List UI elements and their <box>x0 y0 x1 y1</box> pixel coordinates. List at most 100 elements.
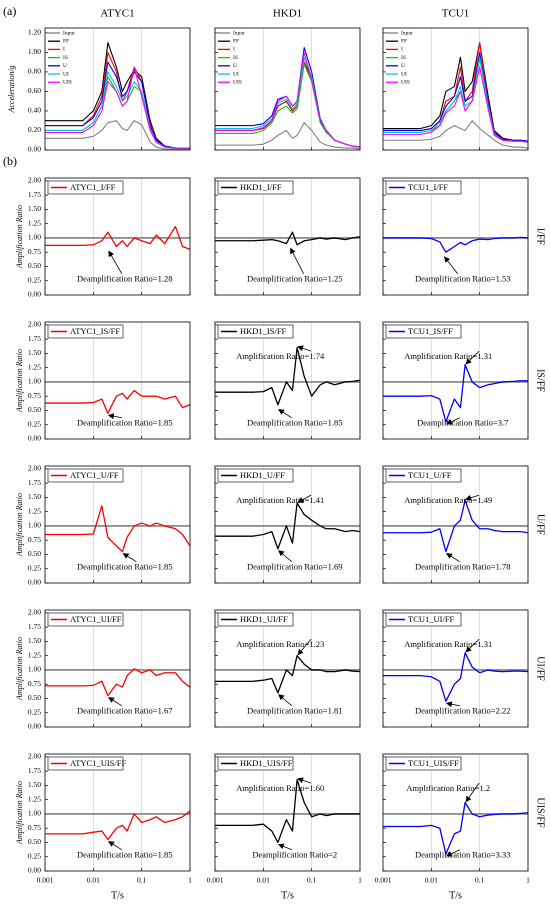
plot-frame <box>214 609 361 728</box>
annotation: Deamplification Ratio=1.67 <box>77 706 172 716</box>
y-tick-label: 0.75 <box>28 391 41 400</box>
legend-label: UI <box>63 71 69 77</box>
series-line <box>45 66 190 149</box>
legend-box <box>217 468 294 483</box>
plot-area <box>215 28 360 150</box>
plot-area <box>45 754 190 871</box>
annotation-arrow <box>122 553 137 563</box>
legend-label: IS <box>233 55 238 61</box>
series-line <box>383 42 529 142</box>
y-tick-label: 2.00 <box>28 176 41 185</box>
annotation: Amplification Ratio=1.60 <box>236 783 324 793</box>
plot-area <box>45 466 190 583</box>
y-tick-label: 1.00 <box>28 809 41 818</box>
y-axis-label: Amplification Ratio <box>15 349 24 413</box>
annotation-arrow <box>445 417 461 425</box>
y-tick-label: 1.20 <box>28 28 41 37</box>
legend-label: FF <box>233 38 239 44</box>
legend-label: TCU1_UIS/FF <box>408 758 459 768</box>
annotation: Deamplification Ratio=1.25 <box>247 274 342 284</box>
plot-area <box>45 610 190 727</box>
legend-label: HKD1_I/FF <box>240 182 282 192</box>
annotation-arrow <box>444 256 458 275</box>
legend-label: Input <box>63 30 75 36</box>
x-tick-label: 0.01 <box>87 876 100 885</box>
legend-label: I <box>401 47 403 53</box>
legend-label: U <box>233 63 237 69</box>
legend-box <box>47 180 124 195</box>
y-tick-label: 0.25 <box>28 419 41 428</box>
y-tick-label: 0.25 <box>28 563 41 572</box>
annotation-arrow <box>107 413 122 420</box>
legend-box <box>217 324 294 339</box>
plot-frame <box>44 609 191 728</box>
y-tick-label: 0.25 <box>28 275 41 284</box>
legend-label: ATYC1_UIS/FF <box>70 758 126 768</box>
y-tick-label: 1.50 <box>28 636 41 645</box>
x-axis-label: T/s <box>111 890 124 901</box>
x-tick-label: 1 <box>358 876 362 885</box>
y-tick-label: 1.50 <box>28 780 41 789</box>
legend-label: ATYC1_IS/FF <box>70 326 120 336</box>
series-line <box>383 364 528 423</box>
y-tick-label: 0.75 <box>28 247 41 256</box>
plot-frame <box>382 609 529 728</box>
series-line <box>45 668 191 697</box>
y-axis-label: Amplification Ratio <box>15 781 24 845</box>
y-tick-label: 0.50 <box>28 837 41 846</box>
legend-box <box>47 324 124 339</box>
legend-label: UIS <box>63 79 72 85</box>
y-tick-label: 0.20 <box>28 125 41 134</box>
legend-box <box>217 612 294 627</box>
chart-title: TCU1 <box>442 8 470 20</box>
y-tick-label: 0.75 <box>28 535 41 544</box>
y-tick-label: 0.75 <box>28 823 41 832</box>
plot-frame <box>214 465 361 584</box>
x-tick-label: 0.1 <box>137 876 147 885</box>
y-tick-label: 1.50 <box>28 204 41 213</box>
plot-frame <box>214 753 361 872</box>
annotation: Deamplification Ratio=1.53 <box>415 274 510 284</box>
legend-label: UI <box>401 71 407 77</box>
legend-box <box>47 612 124 627</box>
plot-area <box>215 466 360 583</box>
legend-label: FF <box>401 38 407 44</box>
legend-label: UI <box>233 71 239 77</box>
legend-box <box>385 756 462 771</box>
y-tick-label: 0.60 <box>28 86 41 95</box>
legend-label: UIS <box>401 79 410 85</box>
y-tick-label: 1.25 <box>28 218 41 227</box>
row-label: U/FF <box>535 514 546 536</box>
annotation: Deamplification Ratio=3.7 <box>417 418 508 428</box>
series-line <box>383 236 529 253</box>
annotation: Amplification Ratio=1.41 <box>236 495 324 505</box>
y-tick-label: 1.75 <box>28 622 41 631</box>
y-tick-label: 0.00 <box>28 722 41 731</box>
legend-label: U <box>63 63 67 69</box>
series-line <box>215 231 361 246</box>
x-tick-label: 0.01 <box>257 876 270 885</box>
plot-area <box>215 322 360 439</box>
annotation: Amplification Ratio=1.74 <box>236 351 325 361</box>
y-tick-label: 1.00 <box>28 521 41 530</box>
legend-label: HKD1_UIS/FF <box>240 758 293 768</box>
legend-label: I <box>63 47 65 53</box>
series-line <box>215 655 361 694</box>
legend-label: ATYC1_I/FF <box>70 182 116 192</box>
series-line <box>45 120 190 150</box>
y-tick-label: 0.50 <box>28 693 41 702</box>
y-tick-label: 1.50 <box>28 348 41 357</box>
legend-label: HKD1_UI/FF <box>240 614 288 624</box>
series-line <box>383 652 529 702</box>
x-axis-label: T/s <box>281 890 294 901</box>
y-tick-label: 1.75 <box>28 334 41 343</box>
y-tick-label: 1.25 <box>28 362 41 371</box>
y-tick-label: 0.25 <box>28 851 41 860</box>
legend-label: ATYC1_U/FF <box>70 470 119 480</box>
chart-title: ATYC1 <box>100 8 134 20</box>
legend-box <box>47 468 124 483</box>
annotation: Deamplification Ratio=2.22 <box>415 706 510 716</box>
legend-label: IS <box>63 55 68 61</box>
y-tick-label: 0.80 <box>28 67 41 76</box>
y-tick-label: 2.00 <box>28 320 41 329</box>
